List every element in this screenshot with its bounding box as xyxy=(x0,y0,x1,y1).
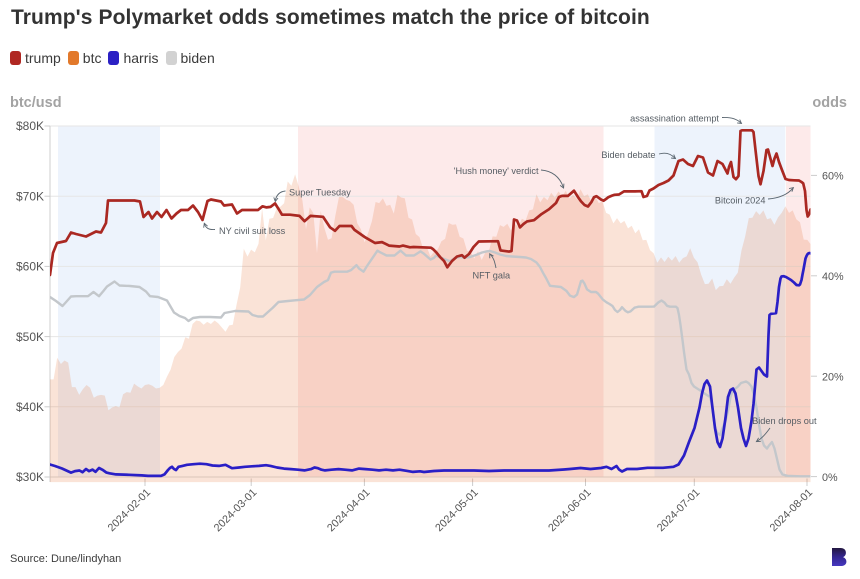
svg-text:40%: 40% xyxy=(822,271,844,283)
svg-text:$30K: $30K xyxy=(16,470,44,484)
svg-text:NY civil suit loss: NY civil suit loss xyxy=(219,226,286,236)
svg-text:2024-04-01: 2024-04-01 xyxy=(325,487,373,535)
svg-text:'Hush money' verdict: 'Hush money' verdict xyxy=(454,166,539,176)
svg-text:$40K: $40K xyxy=(16,400,44,414)
svg-text:20%: 20% xyxy=(822,371,844,383)
svg-text:2024-02-01: 2024-02-01 xyxy=(106,487,154,535)
svg-text:assassination attempt: assassination attempt xyxy=(630,114,719,124)
svg-text:2024-06-01: 2024-06-01 xyxy=(546,487,594,535)
svg-text:$60K: $60K xyxy=(16,260,44,274)
svg-text:60%: 60% xyxy=(822,171,844,183)
svg-text:Super Tuesday: Super Tuesday xyxy=(289,188,351,198)
svg-text:Biden debate: Biden debate xyxy=(601,150,655,160)
svg-text:Bitcoin 2024: Bitcoin 2024 xyxy=(715,196,766,206)
svg-text:2024-03-01: 2024-03-01 xyxy=(212,487,260,535)
svg-text:Biden drops out: Biden drops out xyxy=(752,416,817,426)
svg-text:$70K: $70K xyxy=(16,189,44,203)
svg-text:2024-07-01: 2024-07-01 xyxy=(655,487,703,535)
svg-text:0%: 0% xyxy=(822,472,838,484)
svg-text:NFT gala: NFT gala xyxy=(473,271,512,281)
svg-text:$80K: $80K xyxy=(16,119,44,133)
svg-text:2024-08-01: 2024-08-01 xyxy=(768,487,816,535)
svg-text:2024-05-01: 2024-05-01 xyxy=(433,487,481,535)
svg-text:$50K: $50K xyxy=(16,330,44,344)
